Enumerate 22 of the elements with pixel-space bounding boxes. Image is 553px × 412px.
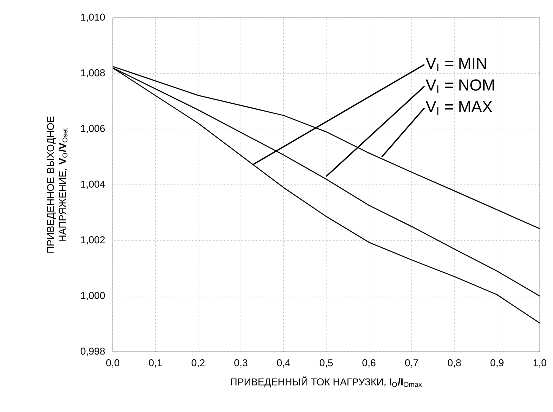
y-tick-label: 1,000	[81, 292, 106, 300]
x-tick-label: 0,1	[149, 360, 162, 368]
x-tick-label: 0,5	[320, 360, 334, 368]
x-tick-label: 0,0	[106, 360, 120, 368]
annotation: V$_{I}$ = MIN	[426, 58, 486, 72]
x-tick-label: 0,7	[405, 360, 418, 368]
x-tick-label: 0,8	[448, 360, 462, 368]
x-tick-label: 0,2	[192, 360, 205, 368]
x-tick-label: 1,0	[534, 360, 547, 368]
y-tick-label: 1,008	[81, 70, 106, 78]
y-tick-label: 1,004	[81, 180, 106, 190]
x-tick-label: 0,6	[362, 360, 376, 368]
y-tick-label: 1,006	[81, 125, 106, 134]
annotation: V$_{I}$ = NOM	[426, 80, 494, 94]
y-tick-label: 1,002	[81, 236, 105, 245]
x-axis-title: ПРИВЕДЕННЫЙ ТОК НАГРУЗКИ, I$_{O}$/I$_{Omax}$	[231, 376, 422, 388]
x-tick-label: 0,9	[490, 360, 504, 368]
annotation: V$_{I}$ = MAX	[426, 101, 492, 115]
x-tick-label: 0,3	[234, 360, 248, 368]
y-tick-label: 0,998	[80, 348, 106, 356]
y-tick-label: 1,010	[81, 14, 106, 22]
x-tick-label: 0,4	[277, 360, 290, 368]
